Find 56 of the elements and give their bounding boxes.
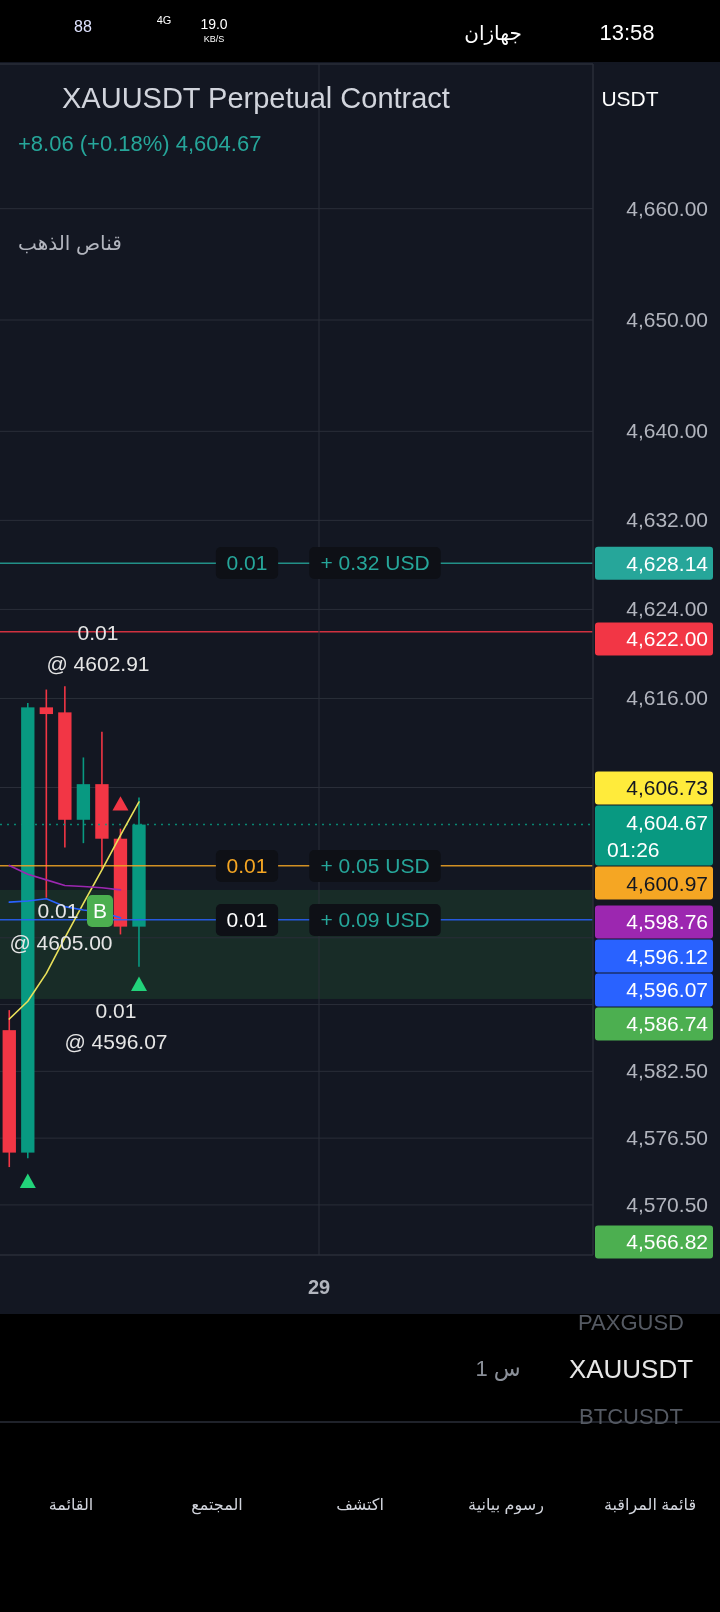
text: 1 س	[475, 1356, 521, 1382]
y-tick-label: 4,660.00	[626, 196, 708, 220]
annotation: @ 4602.91	[46, 652, 150, 675]
text: PAXGUSD	[578, 1310, 684, 1335]
annotation: 0.01	[95, 999, 137, 1022]
candlestick	[39, 688, 53, 899]
y-tick-label: 4,624.00	[626, 597, 708, 621]
ref-line-label: 4,628.14	[626, 551, 709, 575]
ref-line-label: 4,596.12	[626, 944, 708, 968]
text: 4,596.07	[626, 978, 708, 1001]
y-tick-label: 4,582.50	[626, 1059, 708, 1083]
annotation: B	[92, 899, 108, 922]
point	[130, 976, 147, 991]
ref-line-label: 4,600.97	[626, 871, 708, 895]
annotation: @ 4596.07	[64, 1030, 168, 1053]
annotation: 0.01	[37, 899, 79, 922]
text: XAUUSDT	[568, 1354, 694, 1384]
text: 4,606.73	[626, 776, 708, 799]
point	[112, 796, 129, 811]
text: المجتمع	[191, 1496, 243, 1515]
text: جهازان	[464, 22, 522, 45]
annotation: 0.01	[226, 854, 268, 877]
y-tick-label: 4,576.50	[626, 1126, 708, 1150]
text: 4,586.74	[626, 1012, 709, 1035]
text: اكتشف	[336, 1496, 384, 1513]
text: 13:58	[599, 20, 655, 45]
text: 4G	[156, 14, 172, 26]
point	[19, 1173, 36, 1188]
annotation: + 0.05 USD	[320, 854, 430, 877]
text: رسوم بيانية	[468, 1496, 544, 1515]
line-series	[8, 801, 140, 1020]
line-series	[8, 864, 122, 891]
text: KB/S	[203, 34, 225, 44]
annotation: 0.01	[226, 908, 268, 931]
text: 29	[307, 1276, 331, 1298]
text: +8.06 (+0.18%) 4,604.67	[18, 131, 262, 156]
y-tick-label: 4,570.50	[626, 1192, 708, 1216]
text: القائمة	[48, 1496, 94, 1513]
text: XAUUSDT Perpetual Contract	[62, 82, 450, 114]
y-tick-label: 4,632.00	[626, 508, 708, 532]
text: 4,598.76	[626, 910, 708, 933]
text: قائمة المراقبة	[603, 1496, 697, 1515]
annotation: + 0.09 USD	[320, 908, 430, 931]
text: USDT	[601, 87, 659, 110]
y-tick-label: 4,650.00	[626, 308, 708, 332]
text: BTCUSDT	[579, 1404, 683, 1429]
ref-line-label: 4,622.00	[626, 627, 708, 651]
annotation: + 0.32 USD	[320, 551, 430, 574]
text: 19.0	[200, 16, 228, 32]
annotation: قناص الذهب	[18, 232, 122, 255]
y-tick-label: 4,616.00	[626, 686, 708, 710]
y-tick-label: 4,640.00	[626, 419, 708, 443]
ref-line-label: 4,604.67 01:26	[607, 810, 708, 861]
text: 88	[74, 18, 92, 35]
text: 4,566.82	[626, 1230, 708, 1253]
annotation: 0.01	[226, 551, 268, 574]
